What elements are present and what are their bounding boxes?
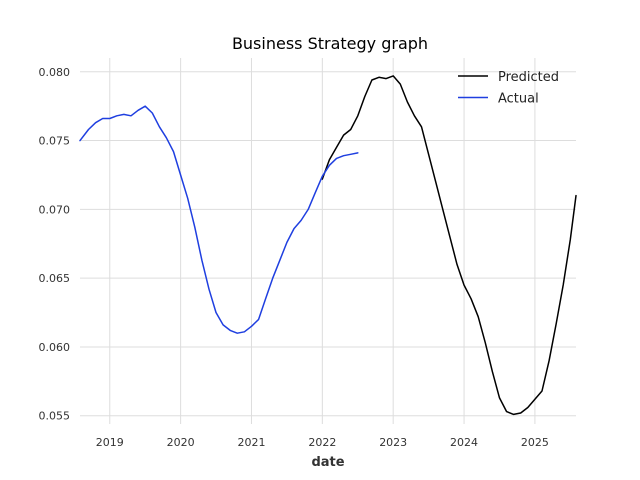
x-tick-label: 2025 (521, 436, 549, 449)
legend-label: Predicted (498, 70, 559, 85)
x-axis-label: date (311, 455, 344, 470)
legend-item-predicted: Predicted (458, 70, 559, 85)
series-lines (79, 75, 577, 416)
grid-lines (80, 58, 576, 424)
x-tick-label: 2020 (167, 436, 195, 449)
y-tick-label: 0.055 (39, 410, 71, 423)
series-line-actual (79, 105, 359, 334)
x-tick-label: 2021 (237, 436, 265, 449)
y-tick-label: 0.080 (39, 66, 71, 79)
y-tick-label: 0.060 (39, 341, 71, 354)
y-axis-ticks: 0.055 0.060 0.065 0.070 0.075 0.080 (39, 66, 71, 423)
chart-title: Business Strategy graph (232, 34, 428, 53)
legend-label: Actual (498, 92, 539, 107)
y-tick-label: 0.065 (39, 272, 71, 285)
x-tick-label: 2019 (96, 436, 124, 449)
x-tick-label: 2022 (308, 436, 336, 449)
y-tick-label: 0.075 (39, 135, 71, 148)
x-tick-label: 2024 (450, 436, 478, 449)
legend-item-actual: Actual (458, 92, 539, 107)
x-axis-ticks: 2019 2020 2021 2022 2023 2024 2025 (96, 436, 549, 449)
y-tick-label: 0.070 (39, 203, 71, 216)
series-line-predicted (321, 75, 577, 416)
legend: Predicted Actual (458, 70, 559, 107)
x-tick-label: 2023 (379, 436, 407, 449)
